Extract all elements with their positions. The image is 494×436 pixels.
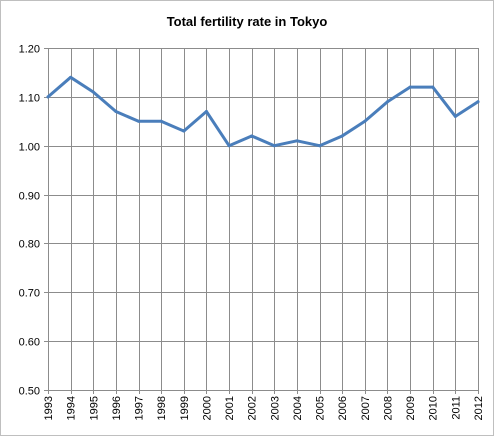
x-tick-label: 1996 [111,396,123,420]
x-tick-label: 1999 [179,396,191,420]
data-point [69,75,73,79]
x-tick-label: 2005 [315,396,327,420]
series-line [46,75,480,148]
x-tick-label: 2009 [405,396,417,420]
x-tick-label: 2012 [473,396,485,420]
x-tick-label: 2008 [382,396,394,420]
x-tick-label: 1993 [43,396,55,420]
x-tick-label: 2003 [269,396,281,420]
data-point [227,144,231,148]
data-point [46,95,50,99]
y-tick-label: 1.00 [19,142,40,154]
data-point [295,139,299,143]
data-point [272,144,276,148]
data-point [340,134,344,138]
data-point [137,119,141,123]
data-point [431,85,435,89]
data-point [114,110,118,114]
data-point [318,144,322,148]
data-point [182,129,186,133]
data-point [453,114,457,118]
data-point [476,100,480,104]
y-tick-label: 0.60 [19,337,40,349]
y-tick-label: 0.50 [19,386,40,398]
x-tick-label: 1995 [88,396,100,420]
data-point [363,119,367,123]
x-tick-label: 2004 [292,396,304,420]
x-tick-label: 2010 [428,396,440,420]
x-tick-label: 2002 [247,396,259,420]
x-tick-label: 1994 [66,396,78,420]
data-point [385,100,389,104]
data-point [204,110,208,114]
x-tick-label: 1997 [134,396,146,420]
y-tick-label: 0.70 [19,288,40,300]
grid-layer [48,48,479,391]
x-tick-label: 2007 [360,396,372,420]
x-tick-label: 1998 [156,396,168,420]
x-tick-labels: 1993 1994 1995 1996 1997 1998 1999 2000 2001 2002… [43,396,485,420]
y-tick-label: 1.20 [19,44,40,56]
y-tick-label: 1.10 [19,93,40,105]
data-point [159,119,163,123]
x-tick-label: 2006 [337,396,349,420]
data-point [250,134,254,138]
y-tick-labels: 0.50 0.60 0.70 0.80 0.90 1.00 1.10 1.20 [19,44,40,398]
x-tick-label: 2001 [224,396,236,420]
y-tick-label: 0.90 [19,191,40,203]
data-point [408,85,412,89]
x-tick-label: 2000 [201,396,213,420]
x-tick-label: 2011 [450,396,462,420]
axis-layer [44,48,479,394]
chart-title: Total fertility rate in Tokyo [167,14,328,29]
series-layer [46,75,480,148]
y-tick-label: 0.80 [19,239,40,251]
data-point [91,90,95,94]
